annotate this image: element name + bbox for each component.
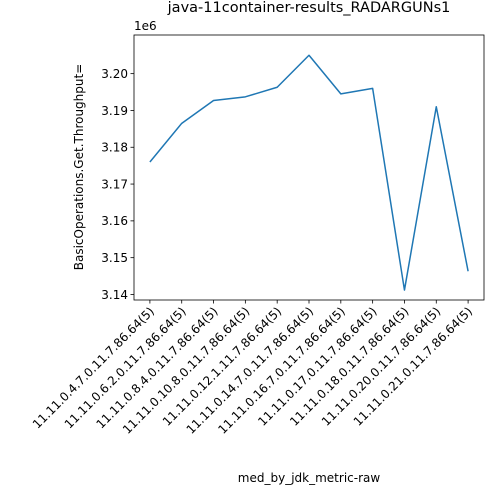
y-tick-label: 3.19 <box>101 104 128 118</box>
y-tick-label: 3.14 <box>101 288 128 302</box>
y-tick-label: 3.20 <box>101 67 128 81</box>
y-tick-label: 3.16 <box>101 214 128 228</box>
series-line <box>149 54 469 291</box>
y-axis-offset-label: 1e6 <box>134 19 157 33</box>
y-tick-label: 3.15 <box>101 251 128 265</box>
y-tick-label: 3.17 <box>101 177 128 191</box>
y-axis-ticks: 3.14 3.15 3.16 3.17 3.18 3.19 3.20 <box>101 67 134 302</box>
y-tick-label: 3.18 <box>101 141 128 155</box>
chart-title: java-11container-results_RADARGUNs1 <box>167 0 451 16</box>
y-axis-label: BasicOperations.Get.Throughput= <box>72 64 86 271</box>
x-axis-label: med_by_jdk_metric-raw <box>238 471 381 485</box>
